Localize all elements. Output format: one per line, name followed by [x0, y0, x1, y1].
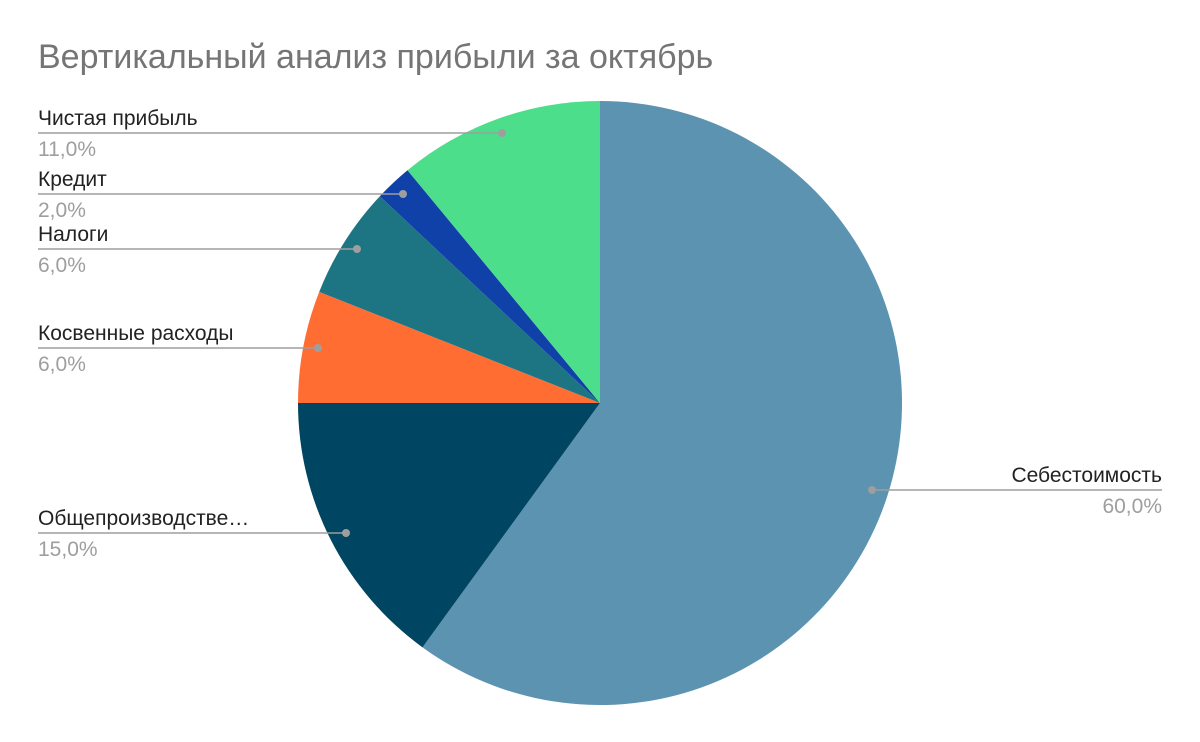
slice-label-kredit: Кредит [38, 168, 107, 191]
pie-slice-kosvennye-raskhody[interactable] [298, 291, 600, 403]
leader-dot-kredit [399, 190, 407, 198]
pie-slice-sebestoimost[interactable] [422, 101, 903, 705]
leader-dot-obshcheproizvodstvennye [342, 529, 350, 537]
pie-slices [298, 101, 903, 705]
pie-slice-nalogi[interactable] [319, 196, 600, 403]
leader-dot-chistaya-pribyl [498, 129, 506, 137]
slice-label-sebestoimost: Себестоимость [1011, 464, 1162, 487]
leader-dot-sebestoimost [868, 486, 876, 494]
chart-title: Вертикальный анализ прибыли за октябрь [38, 38, 713, 76]
slice-value-kosvennye-raskhody: 6,0% [38, 353, 86, 376]
slice-value-obshcheproizvodstvennye: 15,0% [38, 538, 98, 561]
slice-label-obshcheproizvodstvennye: Общепроизводстве… [38, 507, 249, 530]
slice-value-sebestoimost: 60,0% [1102, 495, 1162, 518]
leader-dot-nalogi [353, 245, 361, 253]
slice-label-kosvennye-raskhody: Косвенные расходы [38, 322, 234, 345]
slice-label-chistaya-pribyl: Чистая прибыль [38, 107, 198, 130]
slice-value-kredit: 2,0% [38, 199, 86, 222]
pie-labels: Себестоимость 60,0% Общепроизводстве… 15,0%… [38, 107, 1162, 561]
slice-label-nalogi: Налоги [38, 223, 108, 246]
pie-slice-obshcheproizvodstvennye[interactable] [298, 403, 600, 648]
slice-value-nalogi: 6,0% [38, 254, 86, 277]
slice-value-chistaya-pribyl: 11,0% [38, 138, 96, 161]
pie-slice-kredit[interactable] [379, 170, 600, 403]
pie-slice-chistaya-pribyl[interactable] [407, 101, 601, 403]
leader-dot-kosvennye-raskhody [314, 344, 322, 352]
